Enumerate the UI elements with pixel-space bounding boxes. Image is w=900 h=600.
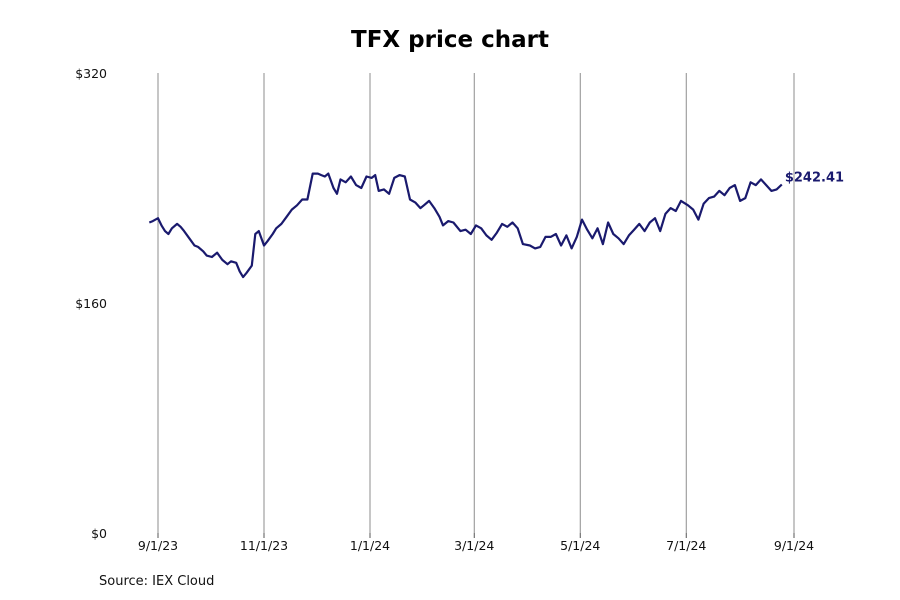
last-price-label: $242.41 bbox=[785, 171, 844, 186]
price-line bbox=[148, 172, 783, 279]
x-tick-label: 1/1/24 bbox=[350, 538, 390, 553]
source-note: Source: IEX Cloud bbox=[99, 574, 215, 589]
y-tick-label: $0 bbox=[91, 526, 107, 541]
grid-layer bbox=[157, 73, 795, 538]
series-layer: $242.41 bbox=[148, 171, 844, 279]
x-tick-label: 9/1/23 bbox=[138, 538, 178, 553]
x-tick-label: 5/1/24 bbox=[560, 538, 600, 553]
x-axis-labels: 9/1/23 11/1/23 1/1/24 3/1/24 5/1/24 7/1/24 9/1… bbox=[138, 538, 814, 553]
y-tick-label: $320 bbox=[75, 66, 107, 81]
y-tick-label: $160 bbox=[75, 296, 107, 311]
x-tick-label: 11/1/23 bbox=[240, 538, 288, 553]
y-axis-labels: $0 $160 $320 bbox=[75, 66, 107, 541]
x-tick-label: 7/1/24 bbox=[666, 538, 706, 553]
x-tick-label: 9/1/24 bbox=[774, 538, 814, 553]
x-tick-label: 3/1/24 bbox=[454, 538, 494, 553]
chart-title: TFX price chart bbox=[351, 27, 549, 53]
